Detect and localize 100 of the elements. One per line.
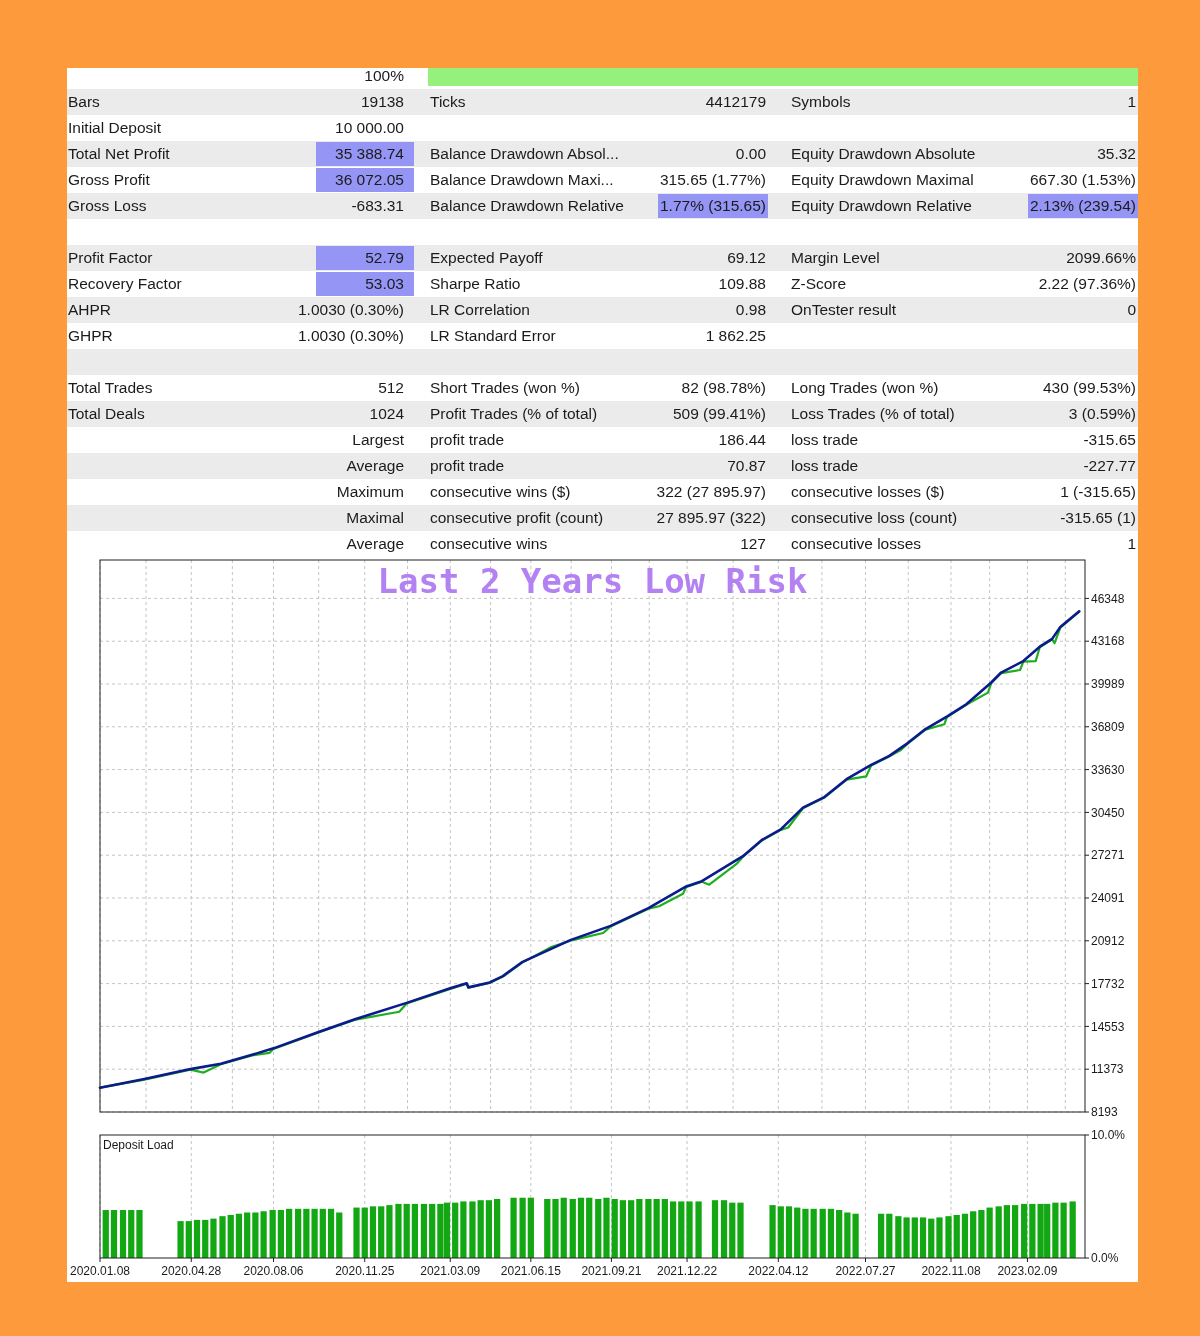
bar [319,1208,326,1258]
bar [737,1202,744,1258]
text: 109.88 [718,275,766,292]
x-tick-label: 2022.04.12 [748,1264,809,1278]
text: 1024 [369,405,405,422]
bar [661,1198,668,1258]
text: 512 [378,379,404,396]
text: Profit Trades (% of total) [430,405,598,422]
bar [544,1198,551,1258]
text: 1 [1127,93,1136,110]
x-tick-label: 2023.02.09 [997,1264,1058,1278]
bar [477,1200,484,1258]
text: 70.87 [727,457,766,474]
text: -227.77 [1083,457,1136,474]
text: Maximum [336,483,404,500]
bar [460,1201,467,1258]
bar [510,1197,517,1258]
y-tick-label: 36809 [1091,720,1125,734]
y-tick-label: 20912 [1091,933,1125,948]
bar [469,1201,476,1258]
bar [645,1198,652,1258]
bar [895,1216,902,1258]
text: 1.77% (315.65) [660,197,766,214]
text: 35.32 [1097,145,1136,162]
text: profit trade [430,457,505,474]
bar [244,1212,251,1258]
bar [420,1203,428,1258]
bar [978,1210,985,1258]
text: Margin Level [791,249,880,266]
bar [970,1211,977,1258]
text: 509 (99.41%) [672,405,766,422]
bar [636,1198,643,1258]
bar [369,1206,377,1258]
bar [961,1213,969,1258]
text: -683.31 [351,197,404,214]
bar [669,1201,677,1258]
text: Equity Drawdown Maximal [791,171,974,188]
bar [136,1210,143,1258]
text: 10 000.00 [335,119,405,136]
x-tick-label: 2020.08.06 [243,1264,304,1278]
bar [119,1210,127,1258]
bar [711,1200,719,1258]
text: 36 072.05 [335,171,404,188]
bar [552,1198,559,1258]
text: Total Deals [68,405,145,422]
text: 2099.66% [1066,249,1137,266]
bar [353,1207,360,1258]
bar [494,1198,501,1258]
y-tick-label: 39989 [1091,677,1125,692]
text: 0.98 [735,301,766,318]
text: Maximal [346,509,404,526]
y-tick-label: 8193 [1091,1105,1119,1120]
bar [729,1202,736,1258]
bar [720,1200,728,1258]
text: 2.13% (239.54) [1030,197,1136,214]
bar [219,1216,226,1258]
bar [336,1212,343,1258]
bar [777,1206,784,1258]
text: 4412179 [705,93,766,110]
bar [110,1210,118,1258]
bar [577,1197,585,1258]
bar [411,1203,419,1258]
text: GHPR [68,327,113,344]
bar [1021,1203,1028,1258]
bar [285,1208,293,1258]
text: Balance Drawdown Maxi... [430,171,614,188]
y-tick-label: 0.0% [1091,1251,1119,1266]
bar [386,1205,393,1258]
text: Initial Deposit [68,119,162,136]
bar [519,1197,526,1258]
text: Equity Drawdown Absolute [791,145,976,162]
bar [595,1198,602,1258]
bar [653,1198,660,1258]
bar [810,1208,817,1258]
y-tick-label: 30450 [1091,805,1125,820]
bar [210,1218,217,1258]
y-tick-label: 33630 [1091,762,1125,777]
text: consecutive wins ($) [430,483,571,500]
bar [128,1210,135,1258]
text: Expected Payoff [430,249,544,266]
text: Bars [68,93,101,110]
bar [185,1221,192,1258]
x-tick-label: 2020.04.28 [161,1264,222,1278]
bar [802,1208,809,1258]
text: Profit Factor [68,249,153,266]
bar [603,1197,610,1258]
text: consecutive losses [791,535,922,552]
text: loss trade [791,457,859,474]
text: 0.00 [735,145,767,162]
bar [277,1210,285,1258]
bar [452,1202,459,1258]
y-tick-label: 11373 [1091,1062,1124,1077]
y-tick-label: 10.0% [1091,1128,1126,1143]
bar [202,1219,209,1258]
bar [295,1208,302,1258]
bar [903,1217,910,1258]
bar [586,1197,593,1258]
bar [1069,1201,1076,1258]
bar [378,1206,385,1258]
text: Gross Profit [68,171,151,188]
